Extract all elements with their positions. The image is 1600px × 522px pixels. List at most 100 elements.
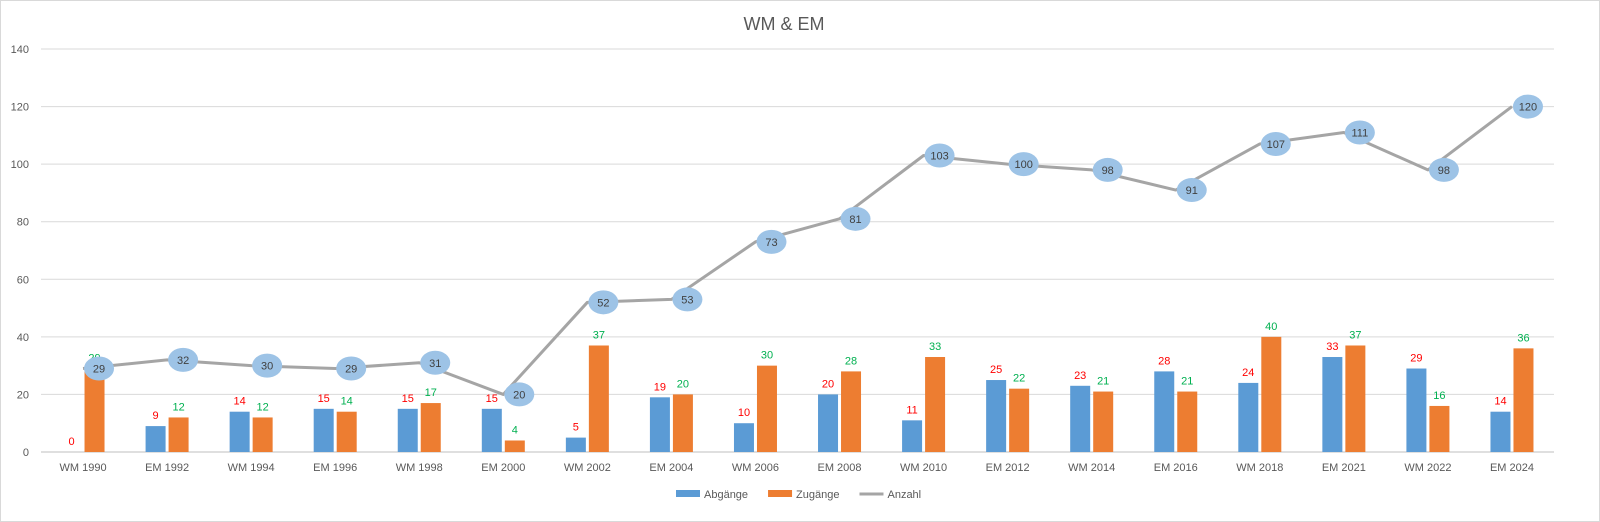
y-tick-label: 120 (11, 102, 29, 114)
x-tick-label: WM 2002 (564, 462, 611, 474)
x-tick-label: WM 2014 (1068, 462, 1115, 474)
bar-data-label: 37 (1349, 329, 1361, 341)
bar-data-label: 0 (68, 436, 74, 448)
anzahl-line: 29 32 30 29 31 20 52 53 73 81 103 100 98 91 107 111 98 12… (82, 94, 1543, 407)
bar-abgänge (481, 408, 502, 452)
y-tick-label: 100 (11, 159, 29, 171)
bar-zugänge (252, 417, 273, 452)
x-tick-label: WM 2018 (1236, 462, 1283, 474)
x-tick-label: WM 1994 (228, 462, 275, 474)
anzahl-data-label: 120 (1519, 102, 1537, 114)
bar-abgänge (1406, 368, 1427, 452)
bar-data-label: 22 (1013, 373, 1025, 385)
bar-data-label: 20 (822, 378, 834, 390)
x-tick-label: EM 2004 (649, 462, 693, 474)
y-tick-label: 60 (17, 274, 29, 286)
bar-data-label: 20 (677, 378, 689, 390)
bar-data-label: 24 (1242, 367, 1254, 379)
x-tick-label: EM 2008 (818, 462, 862, 474)
bar-zugänge (756, 365, 777, 452)
anzahl-data-bubble (504, 382, 535, 407)
anzahl-data-bubble (1260, 131, 1291, 156)
bars (84, 336, 1534, 452)
bar-data-label: 14 (234, 396, 246, 408)
anzahl-data-label: 107 (1267, 139, 1285, 151)
anzahl-data-label: 53 (681, 294, 693, 306)
bar-data-label: 29 (1410, 353, 1422, 365)
anzahl-data-label: 111 (1351, 127, 1368, 139)
bar-zugänge (504, 440, 525, 452)
x-tick-label: WM 2010 (900, 462, 947, 474)
bar-data-label: 30 (761, 350, 773, 362)
anzahl-data-label: 20 (513, 389, 525, 401)
anzahl-data-bubble (924, 143, 955, 168)
legend-swatch-zug-nge (768, 490, 793, 497)
bar-abgänge (986, 380, 1007, 452)
x-tick-label: EM 2024 (1490, 462, 1534, 474)
anzahl-data-bubble (1344, 120, 1375, 145)
bar-data-label: 28 (845, 355, 857, 367)
bar-zugänge (1177, 391, 1198, 452)
anzahl-data-bubble (672, 287, 703, 312)
y-tick-label: 0 (23, 447, 29, 459)
bar-zugänge (925, 357, 946, 452)
bar-data-label: 37 (593, 329, 605, 341)
y-axis: 0 20 40 60 80 100 120 140 (11, 44, 29, 459)
bar-data-label: 19 (654, 381, 666, 393)
bar-zugänge (336, 411, 357, 452)
bar-zugänge (672, 394, 693, 452)
bar-abgänge (1322, 357, 1343, 452)
bar-data-label: 15 (318, 393, 330, 405)
bar-zugänge (1093, 391, 1114, 452)
anzahl-data-label: 32 (177, 355, 189, 367)
bar-data-label: 23 (1074, 370, 1086, 382)
bar-abgänge (1238, 382, 1259, 452)
anzahl-data-bubble (336, 356, 367, 381)
bar-data-label: 16 (1433, 390, 1445, 402)
x-tick-label: EM 1996 (313, 462, 357, 474)
bar-data-label: 15 (486, 393, 498, 405)
bar-zugänge (841, 371, 862, 452)
bar-data-label: 21 (1097, 376, 1109, 388)
bar-data-label: 15 (402, 393, 414, 405)
bar-abgänge (902, 420, 923, 452)
legend: Abgänge Zugänge Anzahl (676, 489, 921, 501)
bar-abgänge (1070, 385, 1091, 452)
x-tick-label: WM 2006 (732, 462, 779, 474)
chart-title: WM & EM (744, 14, 825, 34)
bar-data-label: 33 (929, 341, 941, 353)
anzahl-data-bubble (1176, 178, 1207, 203)
bar-data-label: 11 (906, 404, 917, 416)
bar-data-label: 36 (1517, 332, 1529, 344)
bar-abgänge (1490, 411, 1511, 452)
bar-zugänge (84, 368, 105, 452)
bar-data-label: 12 (257, 401, 269, 413)
bar-abgänge (733, 423, 754, 452)
y-tick-label: 140 (11, 44, 29, 56)
bar-data-label: 40 (1265, 321, 1277, 333)
bar-data-label: 25 (990, 364, 1002, 376)
bar-data-label: 14 (341, 396, 353, 408)
anzahl-data-label: 30 (261, 361, 273, 373)
bar-labels: 0 9 14 15 15 15 5 19 10 20 11 25 23 28 24 33 29 14 29 12 12 1… (68, 321, 1529, 448)
bar-zugänge (420, 403, 441, 452)
bar-data-label: 21 (1181, 376, 1193, 388)
anzahl-data-label: 91 (1186, 185, 1198, 197)
x-tick-label: EM 1992 (145, 462, 189, 474)
x-tick-label: EM 2000 (481, 462, 525, 474)
anzahl-data-bubble (1092, 157, 1123, 182)
anzahl-data-bubble (1512, 94, 1543, 119)
anzahl-data-label: 103 (930, 151, 948, 163)
x-tick-label: WM 2022 (1404, 462, 1451, 474)
anzahl-series-line (82, 105, 1513, 396)
bar-data-label: 33 (1326, 341, 1338, 353)
bar-abgänge (229, 411, 250, 452)
bar-data-label: 12 (172, 401, 184, 413)
y-tick-label: 80 (17, 217, 29, 229)
bar-data-label: 4 (512, 424, 518, 436)
bar-zugänge (1345, 345, 1366, 452)
x-axis: WM 1990 EM 1992 WM 1994 EM 1996 WM 1998 EM 20… (59, 462, 1533, 474)
anzahl-data-bubble (1428, 157, 1459, 182)
